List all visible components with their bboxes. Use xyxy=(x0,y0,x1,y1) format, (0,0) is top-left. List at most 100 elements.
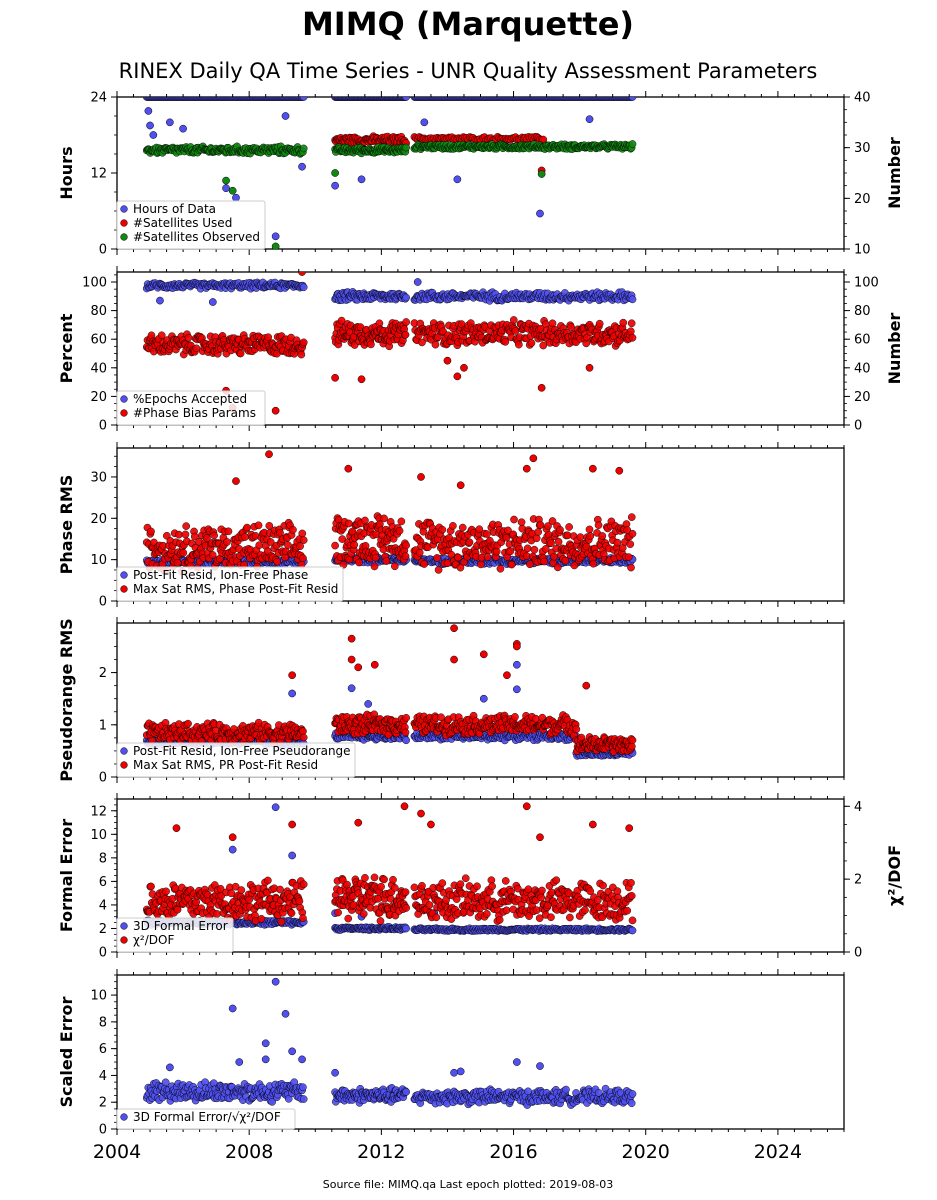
data-point xyxy=(550,552,558,561)
data-point xyxy=(402,143,410,152)
legend-marker xyxy=(120,571,128,579)
data-point xyxy=(402,293,410,302)
data-point xyxy=(402,97,410,101)
y-tick-label: 80 xyxy=(90,304,107,319)
data-point-outlier xyxy=(288,689,296,698)
legend-marker xyxy=(120,219,128,227)
data-point-outlier xyxy=(413,278,422,286)
data-point xyxy=(289,525,297,534)
data-point-outlier xyxy=(281,112,290,120)
data-point xyxy=(501,337,510,346)
data-point xyxy=(367,340,375,349)
figure-title: MIMQ (Marquette) xyxy=(302,5,634,43)
data-point xyxy=(627,319,636,328)
data-point-outlier xyxy=(271,232,280,241)
data-point xyxy=(208,551,217,559)
legend-label: #Satellites Observed xyxy=(133,230,260,244)
data-point xyxy=(530,545,539,554)
data-point xyxy=(532,534,541,543)
data-point-outlier xyxy=(453,175,462,184)
y-axis-label: Hours xyxy=(57,146,76,199)
data-point xyxy=(339,560,348,569)
data-point xyxy=(540,557,549,566)
data-point xyxy=(476,560,485,569)
y2-tick-label: 20 xyxy=(854,390,871,405)
data-point-outlier xyxy=(443,356,452,365)
data-point xyxy=(507,560,516,569)
data-point xyxy=(626,327,635,336)
data-point xyxy=(438,525,447,534)
data-point xyxy=(483,553,492,561)
data-point xyxy=(539,341,548,350)
legend-box xyxy=(116,390,266,426)
legend-label: Max Sat RMS, Phase Post-Fit Resid xyxy=(133,582,338,596)
data-point xyxy=(236,349,245,358)
data-point xyxy=(627,513,636,521)
data-point xyxy=(626,540,635,549)
y-tick-label: 12 xyxy=(90,167,107,182)
data-point xyxy=(175,530,183,539)
data-point-outlier xyxy=(298,162,306,171)
data-point xyxy=(576,533,585,541)
data-point xyxy=(299,283,308,292)
data-point xyxy=(547,539,555,547)
data-point-outlier xyxy=(156,296,164,305)
data-point xyxy=(273,557,282,566)
data-point xyxy=(458,523,467,532)
data-point-outlier xyxy=(232,193,240,202)
figure-subtitle: RINEX Daily QA Time Series - UNR Quality… xyxy=(119,59,818,83)
data-point xyxy=(510,515,518,524)
data-point-outlier xyxy=(298,272,306,276)
y-tick-label: 100 xyxy=(82,276,107,291)
data-point xyxy=(397,517,406,526)
data-point xyxy=(628,333,637,342)
data-point xyxy=(298,529,307,538)
data-point xyxy=(628,140,637,148)
data-point xyxy=(355,558,363,567)
data-point xyxy=(613,538,622,547)
data-point xyxy=(509,316,518,324)
data-point xyxy=(567,323,575,331)
data-point xyxy=(431,340,440,349)
y2-tick-label: 10 xyxy=(854,243,871,258)
data-point xyxy=(548,517,557,525)
data-point xyxy=(243,523,251,532)
data-point xyxy=(254,521,263,530)
data-point-outlier xyxy=(347,684,356,693)
data-point xyxy=(556,526,564,534)
data-point xyxy=(179,548,188,557)
legend-marker xyxy=(120,409,128,417)
legend-label: #Satellites Used xyxy=(133,216,232,230)
data-point xyxy=(548,319,557,328)
y-tick-label: 1 xyxy=(99,718,107,733)
data-point-outlier xyxy=(536,209,544,218)
y-tick-label: 60 xyxy=(90,333,107,348)
data-point xyxy=(541,545,550,553)
data-point xyxy=(570,561,579,570)
data-point-outlier xyxy=(513,685,521,694)
data-point xyxy=(561,556,570,565)
data-point-outlier xyxy=(453,372,462,381)
data-point xyxy=(439,327,447,336)
data-point xyxy=(241,533,249,541)
data-point-outlier xyxy=(585,363,594,372)
data-point xyxy=(331,541,339,550)
data-point-outlier xyxy=(589,464,597,473)
legend-box xyxy=(116,200,266,250)
data-point xyxy=(523,544,532,553)
data-point xyxy=(382,557,391,565)
data-point xyxy=(418,338,426,347)
data-point-outlier xyxy=(529,454,538,463)
data-point xyxy=(370,562,379,571)
data-point xyxy=(402,713,410,722)
data-point xyxy=(284,541,292,549)
data-point-outlier xyxy=(179,124,187,133)
data-point xyxy=(624,553,633,561)
data-point-outlier xyxy=(271,242,280,249)
data-point-outlier xyxy=(331,373,339,382)
y-axis-label: Percent xyxy=(57,313,76,383)
data-point xyxy=(527,339,536,347)
data-point xyxy=(350,540,359,549)
